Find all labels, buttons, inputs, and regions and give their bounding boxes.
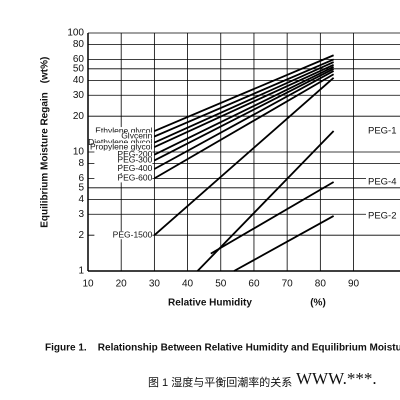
label-bg bbox=[94, 132, 153, 141]
series-line bbox=[233, 215, 335, 272]
label-bg bbox=[94, 143, 153, 152]
x-axis-unit: (%) bbox=[310, 298, 326, 309]
y-tick-label: 30 bbox=[73, 90, 85, 101]
label-bg bbox=[366, 176, 400, 187]
y-tick-label: 6 bbox=[78, 173, 84, 184]
label-bg bbox=[366, 210, 400, 221]
x-tick-label: 40 bbox=[182, 279, 194, 290]
series-line bbox=[154, 58, 334, 138]
y-tick-label: 60 bbox=[73, 54, 85, 65]
series-label: Diethylene glycol bbox=[88, 137, 152, 147]
series-label: PEG-300 bbox=[117, 155, 152, 165]
y-tick-label: 100 bbox=[67, 28, 84, 39]
series-line bbox=[153, 65, 335, 156]
y-tick-label: 4 bbox=[78, 194, 84, 205]
series-line bbox=[153, 68, 335, 162]
y-tick-label: 3 bbox=[78, 209, 84, 220]
series-label: PEG-200 bbox=[117, 149, 152, 159]
series-line bbox=[210, 181, 335, 255]
y-tick-label: 80 bbox=[73, 39, 85, 50]
series-label: PEG-2 bbox=[368, 210, 397, 221]
label-bg bbox=[94, 127, 153, 136]
series-line bbox=[153, 73, 335, 180]
series-line bbox=[154, 64, 334, 148]
y-tick-label: 50 bbox=[73, 63, 85, 74]
x-tick-label: 30 bbox=[149, 279, 161, 290]
label-bg bbox=[94, 231, 153, 240]
label-bg bbox=[94, 138, 153, 147]
label-bg bbox=[94, 174, 153, 183]
series-label: PEG-1 bbox=[368, 126, 397, 137]
y-tick-label: 8 bbox=[78, 158, 84, 169]
caption-cn: 图 1 湿度与平衡回潮率的关系 bbox=[148, 375, 292, 389]
series-label: PEG-400 bbox=[117, 163, 152, 173]
watermark: WWW.***. bbox=[296, 369, 377, 388]
x-tick-label: 20 bbox=[116, 279, 128, 290]
x-tick-label: 70 bbox=[282, 279, 294, 290]
series-line bbox=[154, 61, 334, 144]
y-axis-label: Equilibrium Moisture Regain bbox=[40, 92, 51, 228]
caption: Figure 1. Relationship Between Relative … bbox=[45, 343, 400, 354]
series-label: PEG-1500 bbox=[113, 229, 153, 239]
label-bg bbox=[94, 156, 153, 165]
y-tick-label: 1 bbox=[78, 266, 84, 277]
label-bg bbox=[94, 150, 153, 159]
y-tick-label: 20 bbox=[73, 111, 85, 122]
series-label: Propylene glycol bbox=[90, 141, 152, 151]
series-label: PEG-600 bbox=[117, 173, 152, 183]
series-label: Ethylene glycol bbox=[95, 125, 152, 135]
y-tick-label: 40 bbox=[73, 75, 85, 86]
label-bg bbox=[94, 164, 153, 173]
y-axis-unit: (wt%) bbox=[40, 57, 51, 84]
series-line bbox=[153, 70, 335, 170]
series-label: PEG-4 bbox=[368, 176, 397, 187]
x-tick-label: 80 bbox=[315, 279, 327, 290]
y-tick-label: 5 bbox=[78, 182, 84, 193]
y-tick-label: 10 bbox=[73, 147, 85, 158]
series-label: Glycerin bbox=[121, 131, 152, 141]
label-bg bbox=[366, 126, 400, 137]
x-tick-label: 10 bbox=[82, 279, 94, 290]
x-tick-label: 50 bbox=[215, 279, 227, 290]
x-axis-label: Relative Humidity bbox=[168, 298, 252, 309]
x-tick-label: 60 bbox=[248, 279, 260, 290]
series-line bbox=[153, 77, 335, 236]
y-tick-label: 2 bbox=[78, 230, 84, 241]
series-line bbox=[154, 54, 334, 132]
x-tick-label: 90 bbox=[348, 279, 360, 290]
